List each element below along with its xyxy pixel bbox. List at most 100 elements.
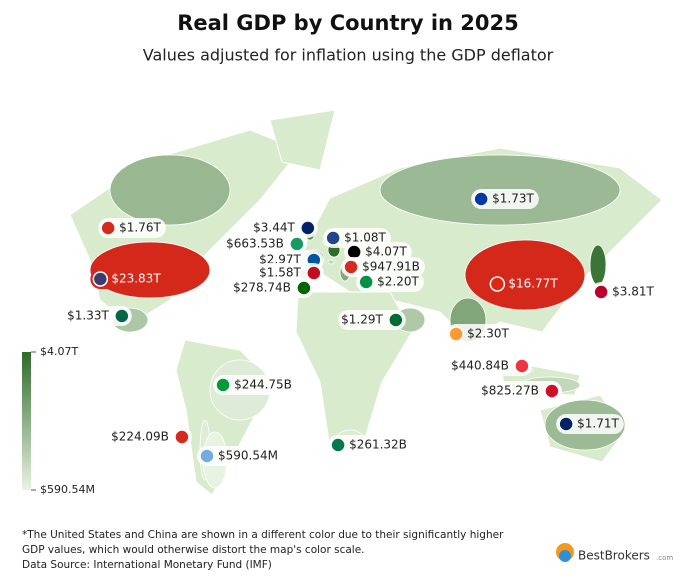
value-label: $2.20T (377, 275, 419, 289)
legend: $4.07T $590.54M (31, 345, 95, 496)
label-background (448, 356, 532, 376)
value-label: $244.75B (234, 378, 292, 392)
label-background (356, 272, 424, 292)
flag (558, 416, 574, 432)
labels: $1.76T $23.83T $1.33T $3.44T $1.08T $663.53B $… (64, 189, 659, 466)
flag (388, 312, 404, 328)
brand-logo-inner (559, 550, 571, 562)
country-label: $590.54M (197, 446, 283, 466)
flag (296, 280, 312, 296)
flag (544, 383, 560, 399)
country-label: $261.32B (328, 435, 412, 455)
country-label: $224.09B (108, 427, 192, 447)
label-background (328, 435, 412, 455)
label-background (446, 324, 514, 344)
value-label: $440.84B (451, 359, 509, 373)
flag (300, 220, 316, 236)
label-background (556, 414, 624, 434)
country-label: $16.77T (487, 274, 563, 294)
label-background (213, 375, 297, 395)
label-background (230, 278, 314, 298)
brand-suffix: .com (656, 554, 673, 562)
country-shape (589, 244, 607, 286)
country-label: $3.81T (591, 282, 659, 302)
label-background (250, 218, 318, 238)
flag (358, 274, 374, 290)
flag (215, 377, 231, 393)
value-label: $2.30T (467, 327, 509, 341)
country-label: $825.27B (478, 381, 562, 401)
flag (473, 191, 489, 207)
country-label: $244.75B (213, 375, 297, 395)
flag (593, 284, 609, 300)
value-label: $825.27B (481, 384, 539, 398)
legend-bar (22, 352, 31, 490)
flag (514, 358, 530, 374)
value-label: $23.83T (111, 272, 161, 286)
value-label: $1.33T (67, 309, 109, 323)
country-label: $3.44T (250, 218, 318, 238)
value-label: $4.07T (365, 245, 407, 259)
subtitle: Values adjusted for inflation using the … (143, 46, 554, 65)
flag (343, 259, 359, 275)
label-background (64, 306, 132, 326)
value-label: $590.54M (218, 449, 278, 463)
brand: BestBrokers (578, 549, 650, 563)
country-label: $1.58T (256, 263, 324, 283)
value-label: $1.29T (341, 313, 383, 327)
flag (174, 429, 190, 445)
country-label: $440.84B (448, 356, 532, 376)
value-label: $1.76T (119, 221, 161, 235)
flag (330, 437, 346, 453)
label-background (197, 446, 283, 466)
value-label: $16.77T (508, 277, 558, 291)
footnote: *The United States and China are shown i… (22, 529, 504, 556)
country-shape (109, 154, 231, 226)
label-background (487, 274, 563, 294)
country-label: $23.83T (90, 269, 166, 289)
country-label: $663.53B (223, 234, 307, 254)
label-background (591, 282, 659, 302)
label-background (478, 381, 562, 401)
flag (306, 265, 322, 281)
value-label: $1.71T (577, 417, 619, 431)
value-label: $663.53B (226, 237, 284, 251)
legend-label: $4.07T (40, 345, 78, 358)
footer: *The United States and China are shown i… (22, 528, 522, 573)
label-background (223, 234, 307, 254)
country-label: $1.29T (338, 310, 406, 330)
value-label: $224.09B (111, 430, 169, 444)
country-label: $278.74B (230, 278, 314, 298)
value-label: $947.91B (362, 260, 420, 274)
value-label: $261.32B (349, 438, 407, 452)
label-background (98, 218, 166, 238)
country-label: $1.73T (471, 189, 539, 209)
value-label: $278.74B (233, 281, 291, 295)
title: Real GDP by Country in 2025 (177, 11, 519, 35)
legend-label: $590.54M (40, 483, 95, 496)
flag (100, 220, 116, 236)
flag (325, 230, 341, 246)
flag (114, 308, 130, 324)
flag (92, 271, 109, 287)
flag (199, 448, 215, 464)
flag (448, 326, 464, 342)
flag (346, 244, 362, 260)
country-label: $1.76T (98, 218, 166, 238)
value-label: $1.58T (259, 266, 301, 280)
value-label: $1.73T (492, 192, 534, 206)
country-label: $2.30T (446, 324, 514, 344)
flag (489, 276, 506, 292)
label-background (108, 427, 192, 447)
value-label: $1.08T (344, 231, 386, 245)
label-background (90, 269, 166, 289)
source: Data Source: International Monetary Fund… (22, 559, 272, 571)
label-background (338, 310, 406, 330)
country-label: $1.71T (556, 414, 624, 434)
country-shape (327, 259, 335, 265)
flag (289, 236, 305, 252)
label-background (471, 189, 539, 209)
value-label: $3.44T (253, 221, 295, 235)
